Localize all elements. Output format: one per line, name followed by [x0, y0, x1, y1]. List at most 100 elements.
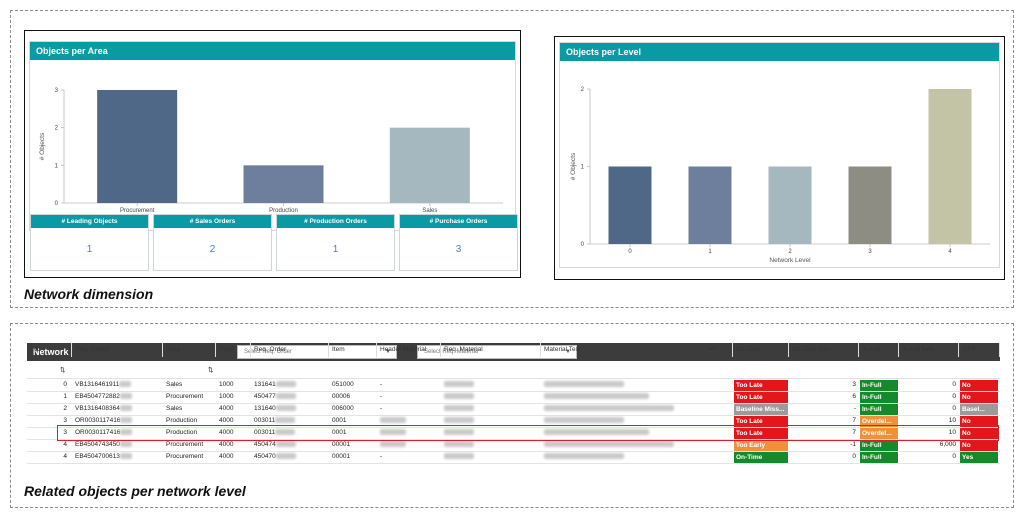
redacted-value [275, 429, 296, 436]
more-options-icon[interactable]: ••• [705, 343, 733, 357]
cell-req-object: VB1316461911 [72, 379, 163, 391]
redacted-value [544, 381, 624, 388]
cell-req-material [441, 451, 541, 463]
redacted-value [444, 441, 474, 448]
cell-req-object: EB4504772882 [72, 391, 163, 403]
level-x-tick-label: 3 [868, 249, 872, 255]
network-dimension-caption: Network dimension [24, 286, 154, 302]
area-bar[interactable] [243, 165, 324, 203]
otif-status: Basel... [960, 404, 998, 415]
sort-icon[interactable]: ⇅ [60, 367, 66, 374]
req-order-select[interactable]: Select Req. Order ▼ [237, 345, 397, 359]
cell-plant: 4000 [219, 429, 234, 436]
cell-on-time-dev: 0 [852, 453, 856, 460]
level-chart-card: Objects per Level 0 1 2 0 1 2 3 4 Network Level #… [559, 42, 1000, 268]
cell-header-material: - [380, 453, 383, 460]
column-header-req-order[interactable]: Req. Order [251, 343, 329, 357]
column-header-req-object[interactable]: Req. Object [72, 343, 163, 357]
level-x-tick-label: 0 [628, 249, 632, 255]
redacted-value [119, 381, 132, 388]
level-bar[interactable] [688, 166, 732, 245]
cell-lvl: 3 [63, 417, 67, 424]
cell-req-order: 450477 [251, 391, 329, 403]
otif-status: No [960, 440, 998, 451]
level-y-tick-label: 0 [581, 242, 585, 248]
level-bar[interactable] [768, 166, 812, 245]
level-bar[interactable] [848, 166, 892, 245]
cell-plant: 4000 [219, 405, 234, 412]
kpi-card[interactable]: # Purchase Orders 3 [399, 214, 518, 271]
cell-req-material [441, 439, 541, 451]
column-header-item[interactable]: Item [329, 343, 377, 357]
cell-plant: 4000 [219, 417, 234, 424]
redacted-value [380, 417, 406, 424]
area-bar[interactable] [389, 127, 470, 203]
cell-req-order: 131640 [251, 403, 329, 415]
cell-in-full-dev: 0 [952, 453, 956, 460]
level-bar[interactable] [928, 89, 972, 244]
redacted-value [275, 381, 296, 388]
cell-on-time-dev: 6 [852, 393, 856, 400]
column-header-in-full[interactable]: In-Full [859, 343, 899, 357]
level-panel: Objects per Level 0 1 2 0 1 2 3 4 Network Level #… [554, 36, 1005, 280]
on-time-status: Too Late [734, 392, 788, 403]
cell-item: 051000 [332, 381, 354, 388]
cell-in-full-dev: 0 [952, 405, 956, 412]
column-header-lvl[interactable]: LvL [27, 343, 72, 357]
in-full-status: In-Full [860, 452, 898, 463]
level-x-tick-label: 1 [708, 249, 712, 255]
cell-req-object: OR0030117416 [72, 427, 163, 439]
redacted-value [444, 453, 474, 460]
cell-on-time-dev: 7 [852, 429, 856, 436]
cell-plant: 4000 [219, 453, 234, 460]
level-x-tick-label: 4 [948, 249, 952, 255]
highlighted-row-box [57, 425, 999, 441]
cell-area: Procurement [166, 393, 204, 400]
redacted-value [544, 441, 674, 448]
column-header-otif[interactable]: OTIF [959, 343, 1000, 357]
area-bar[interactable] [97, 90, 178, 203]
cell-on-time-dev: 7 [852, 417, 856, 424]
otif-status: No [960, 392, 998, 403]
cell-header-material [377, 427, 441, 439]
row-divider [27, 390, 1000, 392]
cell-req-object: EB4504700613 [72, 451, 163, 463]
on-time-status: Too Early [734, 440, 788, 451]
level-x-axis-title: Network Level [769, 257, 811, 264]
cell-material-text [541, 403, 733, 415]
redacted-value [544, 393, 649, 400]
column-header-on-time-dev-[interactable]: On-Time Dev. [789, 343, 859, 357]
area-y-tick-label: 0 [55, 201, 59, 207]
level-bar[interactable] [608, 166, 652, 245]
area-chart-title: Objects per Area [30, 42, 515, 60]
level-chart-title: Objects per Level [560, 43, 999, 61]
redacted-value [444, 381, 474, 388]
req-order-placeholder: Select Req. Order [244, 349, 293, 355]
otif-status: No [960, 416, 998, 427]
cell-material-text [541, 379, 733, 391]
column-header-req-material[interactable]: Req. Material [441, 343, 541, 357]
redacted-value [380, 429, 406, 436]
cell-lvl: 3 [63, 429, 67, 436]
in-full-status: In-Full [860, 404, 898, 415]
kpi-card[interactable]: # Production Orders 1 [276, 214, 395, 271]
column-header-plant[interactable]: Plant [216, 343, 251, 357]
cell-plant: 1000 [219, 381, 234, 388]
area-y-tick-label: 2 [55, 126, 59, 132]
redacted-value [444, 393, 474, 400]
redacted-value [120, 417, 133, 424]
column-header-in-full-dev-[interactable]: In-Full Dev. [899, 343, 959, 357]
column-header-header-material[interactable]: Header Material [377, 343, 441, 357]
kpi-card[interactable]: # Sales Orders 2 [153, 214, 272, 271]
cell-lvl: 0 [63, 381, 67, 388]
kpi-card[interactable]: # Leading Objects 1 [30, 214, 149, 271]
column-header-on-time[interactable]: On-Time [733, 343, 789, 357]
column-header-area[interactable]: Area [163, 343, 216, 357]
cell-req-material [441, 415, 541, 427]
cell-area: Procurement [166, 453, 204, 460]
redacted-value [120, 429, 133, 436]
sort-icon[interactable]: ⇅ [208, 367, 214, 374]
network-table-panel: Network Select Req. Order ▼ Select Req. … [27, 343, 1000, 465]
area-chart-card: Objects per Area 0 1 2 3 Procurement Producti… [29, 41, 516, 231]
req-material-select[interactable]: Select Req. Material ▼ [417, 345, 577, 359]
